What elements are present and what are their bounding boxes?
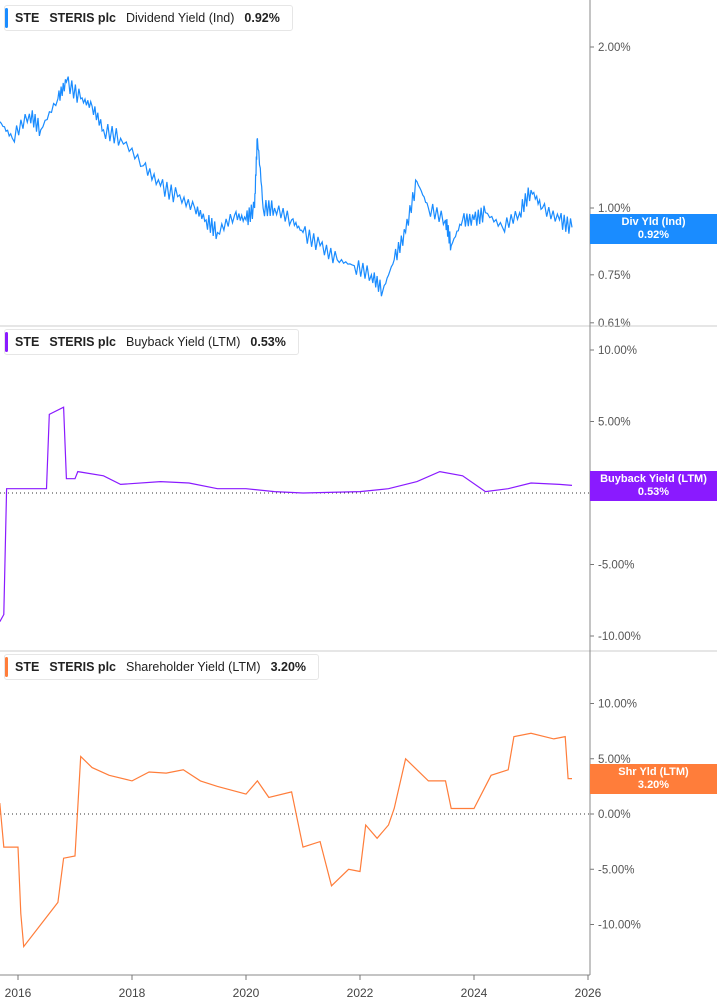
series-line-shareholder — [0, 732, 572, 949]
legend-value: 0.92% — [244, 11, 280, 25]
y-tick-label: 2.00% — [598, 42, 631, 54]
y-tick-label: 0.75% — [598, 270, 631, 282]
y-tick-label: 10.00% — [598, 699, 637, 711]
series-line-dividend — [0, 76, 573, 297]
legend-color-bar — [5, 8, 8, 28]
tag-value: 0.92% — [637, 229, 670, 241]
x-tick-label: 2026 — [575, 986, 602, 1000]
legend-color-bar — [5, 657, 8, 677]
value-tag-shareholder: Shr Yld (LTM) 3.20% — [590, 764, 717, 794]
tag-label: Div Yld (Ind) — [621, 216, 686, 228]
legend-company: STERIS plc — [49, 335, 116, 349]
legend-shareholder: STE STERIS plc Shareholder Yield (LTM) 3… — [4, 654, 320, 680]
y-tick-label: -5.00% — [598, 560, 634, 572]
value-tag-dividend: Div Yld (Ind) 0.92% — [590, 214, 717, 244]
y-tick-label: -10.00% — [598, 631, 641, 643]
series-line-buyback — [0, 406, 573, 622]
y-tick-label: 0.00% — [598, 809, 631, 821]
legend-ticker: STE — [15, 660, 40, 674]
tag-label: Shr Yld (LTM) — [618, 766, 689, 778]
legend-metric: Dividend Yield (Ind) — [126, 11, 235, 25]
legend-color-bar — [5, 332, 8, 352]
y-tick-label: 10.00% — [598, 345, 637, 357]
legend-metric: Buyback Yield (LTM) — [126, 335, 241, 349]
y-tick-label: 5.00% — [598, 754, 631, 766]
legend-value: 0.53% — [250, 335, 286, 349]
legend-company: STERIS plc — [49, 11, 116, 25]
legend-company: STERIS plc — [49, 660, 116, 674]
legend-ticker: STE — [15, 335, 40, 349]
tag-value: 3.20% — [637, 779, 670, 791]
legend-ticker: STE — [15, 11, 40, 25]
tag-value: 0.53% — [637, 486, 670, 498]
legend-buyback: STE STERIS plc Buyback Yield (LTM) 0.53% — [4, 329, 299, 355]
x-tick-label: 2020 — [233, 986, 260, 1000]
x-tick-label: 2016 — [5, 986, 32, 1000]
y-tick-label: 5.00% — [598, 417, 631, 429]
tag-label: Buyback Yield (LTM) — [600, 473, 707, 485]
y-tick-label: 0.61% — [598, 318, 631, 330]
x-tick-label: 2024 — [461, 986, 488, 1000]
legend-value: 3.20% — [270, 660, 307, 674]
legend-metric: Shareholder Yield (LTM) — [126, 660, 261, 674]
y-tick-label: -10.00% — [598, 920, 641, 932]
x-tick-label: 2018 — [119, 986, 146, 1000]
legend-dividend: STE STERIS plc Dividend Yield (Ind) 0.92… — [4, 5, 293, 31]
x-tick-label: 2022 — [347, 986, 374, 1000]
y-tick-label: 1.00% — [598, 203, 631, 215]
y-tick-label: -5.00% — [598, 864, 634, 876]
value-tag-buyback: Buyback Yield (LTM) 0.53% — [590, 471, 717, 501]
